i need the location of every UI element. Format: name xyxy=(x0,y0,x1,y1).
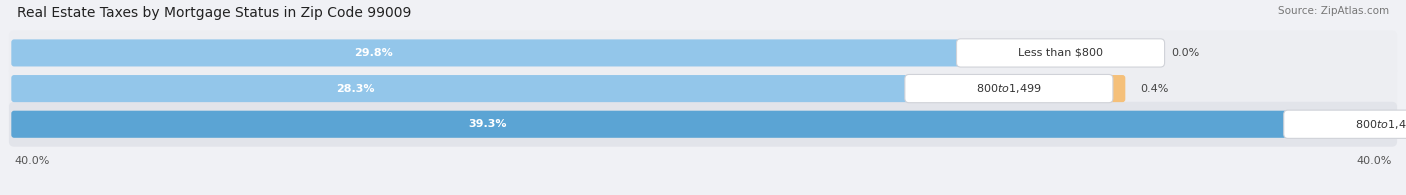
Text: Source: ZipAtlas.com: Source: ZipAtlas.com xyxy=(1278,6,1389,16)
Text: 29.8%: 29.8% xyxy=(354,48,392,58)
Text: $800 to $1,499: $800 to $1,499 xyxy=(1355,118,1406,131)
Text: Less than $800: Less than $800 xyxy=(1018,48,1104,58)
FancyBboxPatch shape xyxy=(11,111,1371,138)
FancyBboxPatch shape xyxy=(1284,110,1406,138)
Text: 40.0%: 40.0% xyxy=(1357,156,1392,166)
FancyBboxPatch shape xyxy=(11,75,991,102)
Text: 28.3%: 28.3% xyxy=(336,84,374,94)
FancyBboxPatch shape xyxy=(8,30,1398,75)
FancyBboxPatch shape xyxy=(1107,75,1125,102)
FancyBboxPatch shape xyxy=(8,102,1398,147)
FancyBboxPatch shape xyxy=(11,39,1043,66)
Text: 0.4%: 0.4% xyxy=(1140,84,1168,94)
Text: $800 to $1,499: $800 to $1,499 xyxy=(976,82,1042,95)
Text: 0.0%: 0.0% xyxy=(1171,48,1199,58)
Text: Real Estate Taxes by Mortgage Status in Zip Code 99009: Real Estate Taxes by Mortgage Status in … xyxy=(17,6,411,20)
FancyBboxPatch shape xyxy=(956,39,1164,67)
FancyBboxPatch shape xyxy=(905,74,1114,103)
Text: 39.3%: 39.3% xyxy=(468,119,508,129)
Text: 40.0%: 40.0% xyxy=(14,156,49,166)
FancyBboxPatch shape xyxy=(8,66,1398,111)
